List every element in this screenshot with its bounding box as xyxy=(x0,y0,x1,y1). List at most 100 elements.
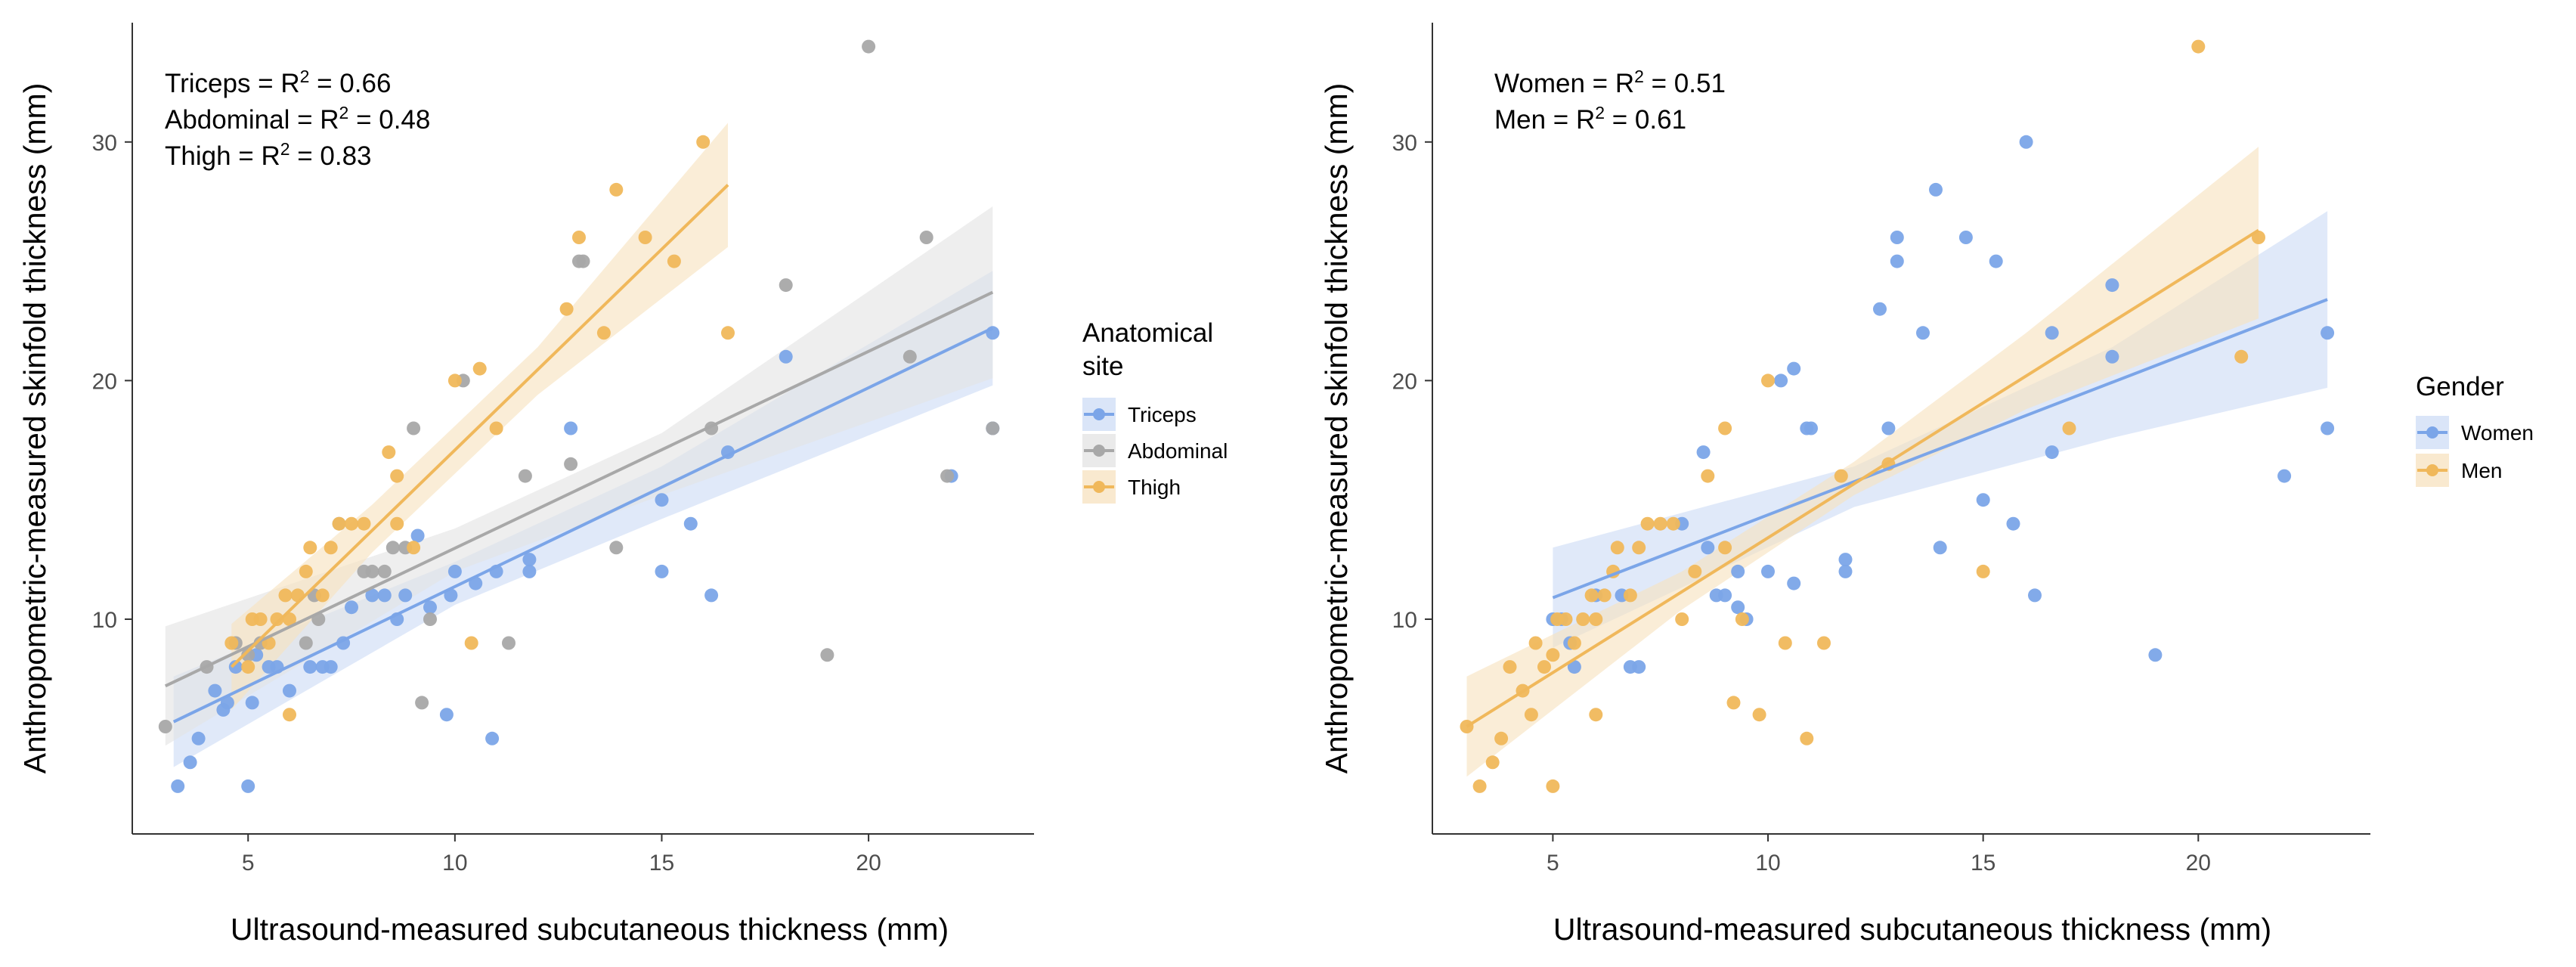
legend-entry-thigh: Thigh xyxy=(1128,476,1181,499)
legend-key-point-women xyxy=(2426,426,2438,439)
data-point-abdominal xyxy=(862,39,876,54)
data-point-men xyxy=(1778,636,1792,650)
data-point-triceps xyxy=(365,588,379,603)
data-point-women xyxy=(1916,326,1930,340)
data-point-women xyxy=(1787,361,1801,376)
data-point-men xyxy=(1834,469,1848,483)
x-tick-label: 15 xyxy=(649,851,674,876)
data-point-women xyxy=(2045,326,2059,340)
annotation-superscript: 2 xyxy=(300,67,310,86)
legend-title: Gender xyxy=(2416,372,2504,401)
data-point-women xyxy=(1838,553,1853,567)
data-point-triceps xyxy=(303,660,317,674)
data-point-thigh xyxy=(315,588,330,603)
data-point-men xyxy=(1503,660,1517,674)
legend-key-point-men xyxy=(2426,464,2438,476)
data-point-triceps xyxy=(655,564,669,578)
data-point-thigh xyxy=(270,612,284,626)
y-tick-label: 30 xyxy=(92,131,117,156)
data-point-triceps xyxy=(345,600,358,615)
data-point-triceps xyxy=(447,564,462,578)
annotation-superscript: 2 xyxy=(1595,103,1605,122)
data-point-thigh xyxy=(609,182,624,197)
data-point-triceps xyxy=(377,588,392,603)
data-point-triceps xyxy=(208,683,222,698)
data-point-men xyxy=(1567,636,1581,650)
data-point-women xyxy=(1567,660,1581,674)
data-point-women xyxy=(1787,576,1801,590)
data-point-abdominal xyxy=(241,648,255,662)
data-point-men xyxy=(1666,516,1680,531)
legend-entry-abdominal: Abdominal xyxy=(1128,439,1228,463)
data-point-thigh xyxy=(390,516,404,531)
data-point-women xyxy=(1881,421,1896,435)
data-point-men xyxy=(1817,636,1831,650)
data-point-triceps xyxy=(704,588,719,603)
data-point-triceps xyxy=(439,708,454,722)
annotation-prefix: Men = R xyxy=(1494,105,1595,135)
data-point-triceps xyxy=(423,600,437,615)
data-point-thigh xyxy=(696,135,711,149)
data-point-abdominal xyxy=(572,254,586,268)
data-point-men xyxy=(2191,39,2206,54)
data-point-men xyxy=(1640,516,1655,531)
legend-key-point-triceps xyxy=(1093,408,1105,420)
r-squared-annotation: Women = R2 = 0.51 xyxy=(1494,67,1726,98)
data-point-thigh xyxy=(382,445,396,460)
data-point-men xyxy=(1718,421,1732,435)
data-point-men xyxy=(1623,588,1637,603)
legend-entry-women: Women xyxy=(2461,421,2534,445)
annotation-superscript: 2 xyxy=(280,139,290,159)
data-point-abdominal xyxy=(385,541,400,555)
legend-key-point-abdominal xyxy=(1093,445,1105,457)
data-point-abdominal xyxy=(779,278,793,293)
data-point-thigh xyxy=(638,231,652,244)
data-point-women xyxy=(2045,445,2059,460)
data-point-men xyxy=(1735,612,1749,626)
data-point-men xyxy=(2234,349,2249,364)
data-point-thigh xyxy=(324,541,338,555)
data-point-abdominal xyxy=(919,231,933,244)
data-point-men xyxy=(1632,541,1646,555)
regression-line-thigh xyxy=(230,184,729,668)
y-axis-label: Anthropometric-measured skinfold thickne… xyxy=(1319,83,1354,774)
data-point-women xyxy=(1989,254,2003,268)
data-point-thigh xyxy=(224,636,239,650)
data-point-abdominal xyxy=(940,469,955,483)
data-point-men xyxy=(1524,708,1538,722)
regression-line-women xyxy=(1552,298,2328,600)
data-point-triceps xyxy=(779,349,793,364)
data-point-women xyxy=(1933,541,1947,555)
data-point-women xyxy=(2028,588,2042,603)
data-point-men xyxy=(1976,564,1990,578)
annotation-prefix: Thigh = R xyxy=(165,141,280,171)
data-point-abdominal xyxy=(415,696,429,710)
data-point-men xyxy=(1546,779,1560,793)
r-squared-annotation: Triceps = R2 = 0.66 xyxy=(165,67,391,98)
legend-entry-men: Men xyxy=(2461,459,2502,482)
data-point-women xyxy=(1774,373,1788,388)
data-point-men xyxy=(1576,612,1590,626)
data-point-triceps xyxy=(485,731,500,745)
data-point-triceps xyxy=(683,516,698,531)
confidence-band-men xyxy=(1466,147,2259,777)
data-point-abdominal xyxy=(903,349,917,364)
data-point-men xyxy=(1675,612,1689,626)
annotation-superscript: 2 xyxy=(1634,67,1644,86)
data-point-men xyxy=(1761,373,1775,388)
legend-title: Anatomical xyxy=(1082,318,1213,348)
y-tick-label: 10 xyxy=(92,608,117,633)
data-point-women xyxy=(1632,660,1646,674)
data-point-thigh xyxy=(447,373,462,388)
x-axis-label: Ultrasound-measured subcutaneous thickne… xyxy=(1553,912,2271,947)
data-point-triceps xyxy=(986,326,1000,340)
data-point-abdominal xyxy=(299,636,313,650)
data-point-men xyxy=(1752,708,1766,722)
data-point-abdominal xyxy=(377,564,392,578)
data-point-men xyxy=(1653,516,1667,531)
data-point-triceps xyxy=(191,731,206,745)
chart-panel-gender: 5 10 15 20 10 20 30 Ultrasound-measured subcuta… xyxy=(1319,23,2534,947)
data-point-women xyxy=(2277,469,2292,483)
annotation-value: = 0.48 xyxy=(348,105,430,135)
data-point-women xyxy=(2321,326,2335,340)
